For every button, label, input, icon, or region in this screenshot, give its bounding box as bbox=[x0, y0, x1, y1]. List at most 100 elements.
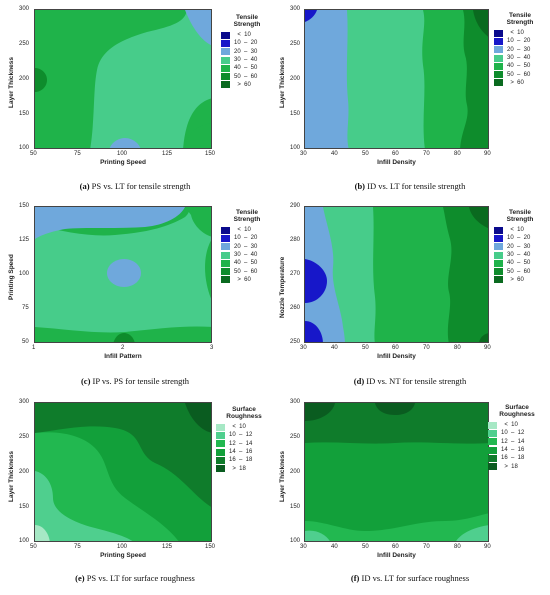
legend-entry: 30 – 40 bbox=[494, 54, 546, 62]
legend-swatch bbox=[221, 234, 230, 242]
y-tick: 150 bbox=[19, 111, 30, 117]
legend-swatch bbox=[488, 429, 497, 437]
y-tick: 260 bbox=[290, 305, 301, 311]
band-16-18 bbox=[35, 403, 211, 507]
x-axis-label: Infill Density bbox=[377, 552, 416, 559]
band-12-14 bbox=[305, 513, 488, 541]
band-50-60 bbox=[460, 10, 488, 148]
legend-swatch bbox=[216, 465, 225, 473]
legend-swatch bbox=[216, 448, 225, 456]
legend-entry: 30 – 40 bbox=[494, 251, 546, 259]
x-tick: 3 bbox=[210, 345, 214, 351]
x-tick: 80 bbox=[454, 151, 461, 157]
y-tick: 250 bbox=[290, 434, 301, 440]
legend-title-line: Tensile bbox=[509, 209, 531, 216]
y-tick: 290 bbox=[290, 203, 301, 209]
band-12-14 bbox=[35, 432, 179, 541]
y-tick: 250 bbox=[19, 434, 30, 440]
legend-swatch bbox=[494, 37, 503, 45]
legend-label: 10 – 20 bbox=[507, 235, 531, 242]
legend-label: > 60 bbox=[507, 79, 524, 86]
x-tick: 150 bbox=[205, 544, 216, 550]
legend-roughness-e: Surface Roughness < 10 10 – 12 12 – 14 14 – … bbox=[216, 406, 272, 473]
band-16-18 bbox=[305, 403, 488, 444]
legend-label: < 10 bbox=[507, 30, 524, 37]
legend-tensile-b: Tensile Strength < 10 10 – 20 20 – 30 30 – 4… bbox=[494, 12, 546, 87]
legend-entry: > 18 bbox=[216, 464, 272, 473]
legend-entry: 10 – 20 bbox=[221, 39, 273, 47]
legend-label: 30 – 40 bbox=[507, 55, 531, 62]
legend-entry: 40 – 50 bbox=[221, 259, 273, 267]
legend-swatch bbox=[488, 421, 497, 429]
x-tick: 50 bbox=[362, 544, 369, 550]
band-10-12 bbox=[456, 525, 488, 541]
legend-label: > 18 bbox=[229, 465, 246, 472]
legend-swatch bbox=[494, 251, 503, 259]
legend-label: 50 – 60 bbox=[507, 71, 531, 78]
y-tick: 250 bbox=[290, 339, 301, 345]
band-20-30 bbox=[305, 10, 349, 148]
legend-label: 50 – 60 bbox=[234, 73, 258, 80]
x-tick: 75 bbox=[74, 544, 81, 550]
legend-title-line: Roughness bbox=[226, 413, 262, 420]
legend-swatch bbox=[221, 81, 230, 89]
legend-swatch bbox=[494, 234, 503, 242]
legend-entry: 50 – 60 bbox=[221, 72, 273, 81]
legend-swatch bbox=[494, 259, 503, 267]
legend-entry: < 10 bbox=[488, 421, 546, 429]
x-tick: 70 bbox=[423, 544, 430, 550]
legend-entry: 10 – 20 bbox=[221, 234, 273, 242]
legend-label: 30 – 40 bbox=[507, 252, 531, 259]
legend-roughness-f: Surface Roughness < 10 10 – 12 12 – 14 14 – … bbox=[488, 404, 546, 471]
legend-entry: 10 – 20 bbox=[494, 234, 546, 242]
legend-label: > 60 bbox=[234, 81, 251, 88]
band-20-30 bbox=[107, 259, 141, 287]
contour-plot-a bbox=[34, 9, 212, 149]
legend-label: < 10 bbox=[234, 227, 251, 234]
x-axis-label: Printing Speed bbox=[100, 552, 146, 559]
x-tick: 50 bbox=[30, 544, 37, 550]
legend-swatch bbox=[494, 243, 503, 251]
legend-label: 12 – 14 bbox=[501, 438, 525, 445]
caption-letter: (d) bbox=[353, 376, 365, 386]
legend-entry: < 10 bbox=[221, 31, 273, 39]
x-tick: 30 bbox=[300, 151, 307, 157]
y-tick: 300 bbox=[19, 399, 30, 405]
legend-entry: 20 – 30 bbox=[221, 243, 273, 251]
caption-text: PS vs. LT for tensile strength bbox=[89, 181, 191, 191]
legend-swatch bbox=[221, 251, 230, 259]
y-axis-label: Layer Thickness bbox=[279, 451, 286, 502]
legend-swatch bbox=[216, 440, 225, 448]
x-tick: 70 bbox=[423, 151, 430, 157]
band-20-30 bbox=[35, 207, 185, 239]
y-axis-label: Nozzle Temperature bbox=[279, 256, 286, 318]
legend-title-line: Strength bbox=[506, 216, 534, 223]
legend-swatch bbox=[221, 73, 230, 81]
legend-label: 30 – 40 bbox=[234, 57, 258, 64]
legend-label: 20 – 30 bbox=[234, 48, 258, 55]
x-tick: 125 bbox=[162, 544, 173, 550]
legend-swatch bbox=[494, 226, 503, 234]
y-tick: 300 bbox=[290, 399, 301, 405]
legend-swatch bbox=[216, 456, 225, 464]
legend-entry: 30 – 40 bbox=[221, 251, 273, 259]
y-tick: 150 bbox=[19, 504, 30, 510]
legend-title-line: Surface bbox=[505, 404, 529, 411]
legend-label: 16 – 18 bbox=[229, 457, 253, 464]
x-axis-label: Infill Pattern bbox=[104, 353, 142, 360]
legend-swatch bbox=[221, 226, 230, 234]
y-tick: 200 bbox=[19, 469, 30, 475]
contour-plot-d bbox=[304, 206, 489, 343]
x-tick: 60 bbox=[392, 544, 399, 550]
x-tick: 60 bbox=[392, 345, 399, 351]
caption-letter: (f) bbox=[350, 573, 360, 583]
legend-entry: 20 – 30 bbox=[221, 48, 273, 56]
y-tick: 270 bbox=[290, 271, 301, 277]
band-10-12 bbox=[35, 471, 133, 541]
band-20-30 bbox=[183, 10, 211, 46]
caption-e: (e) PS vs. LT for surface roughness bbox=[20, 573, 250, 583]
legend-label: 10 – 12 bbox=[229, 432, 253, 439]
legend-entry: 40 – 50 bbox=[494, 62, 546, 70]
legend-tensile-a: Tensile Strength < 10 10 – 20 20 – 30 30 – 4… bbox=[221, 14, 273, 89]
legend-label: 10 – 12 bbox=[501, 430, 525, 437]
